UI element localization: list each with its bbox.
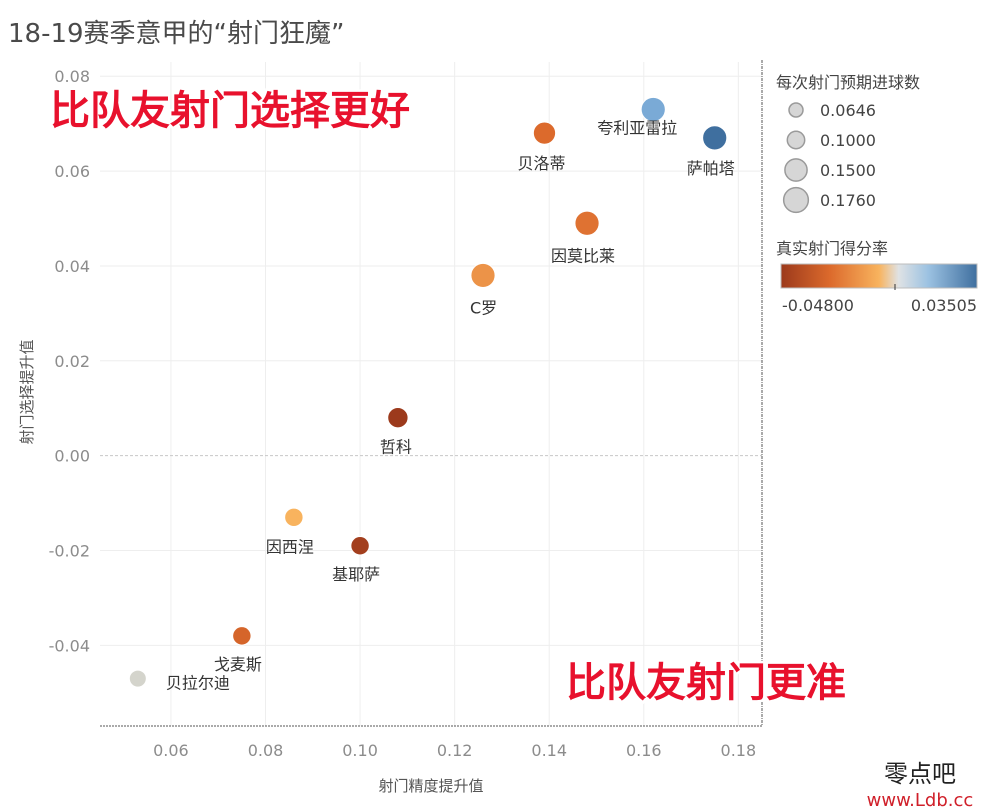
- size-legend-label: 0.1000: [820, 131, 876, 150]
- y-tick-label: 0.08: [54, 67, 90, 86]
- point-label: 夸利亚雷拉: [597, 118, 677, 137]
- color-legend: 真实射门得分率 -0.04800 0.03505: [776, 239, 978, 315]
- point-label: 贝洛蒂: [517, 154, 565, 173]
- data-point: [284, 507, 304, 528]
- color-legend-bar: [780, 263, 978, 289]
- size-legend-label: 0.1500: [820, 161, 876, 180]
- y-tick-label: -0.02: [49, 542, 90, 561]
- data-point: [128, 669, 147, 688]
- point-label: 戈麦斯: [214, 655, 262, 674]
- tick-labels: 0.06 0.08 0.10 0.12 0.14 0.16 0.18 0.08 0.06 0.04…: [49, 67, 757, 760]
- data-point: [470, 262, 496, 289]
- color-legend-max-label: 0.03505: [911, 296, 977, 315]
- size-legend-circle: [786, 130, 806, 150]
- y-tick-label: 0.06: [54, 162, 90, 181]
- watermark: 零点吧 www.Ldb.cc: [867, 760, 974, 810]
- point-label: 哲科: [380, 438, 412, 457]
- point-label: 基耶萨: [332, 565, 380, 584]
- x-tick-label: 0.10: [342, 741, 378, 760]
- y-tick-label: 0.04: [54, 257, 90, 276]
- point-label: 因西涅: [266, 537, 314, 556]
- size-legend-circle: [788, 102, 804, 118]
- x-tick-label: 0.08: [248, 741, 284, 760]
- annotation-top-left: 比队友射门选择更好: [50, 88, 410, 134]
- data-point: [702, 125, 728, 151]
- color-legend-min-label: -0.04800: [782, 296, 854, 315]
- data-point: [387, 407, 409, 429]
- watermark-url: www.Ldb.cc: [867, 790, 974, 810]
- color-legend-title: 真实射门得分率: [776, 239, 888, 258]
- x-tick-label: 0.18: [721, 741, 757, 760]
- point-label: C罗: [470, 298, 497, 317]
- size-legend-circle: [784, 158, 808, 182]
- y-axis-title: 射门选择提升值: [18, 339, 36, 444]
- size-legend-circle: [782, 186, 810, 214]
- data-points: [128, 96, 728, 688]
- y-tick-label: 0.02: [54, 352, 90, 371]
- data-point: [532, 121, 557, 145]
- y-tick-label: -0.04: [49, 636, 90, 655]
- size-legend-label: 0.0646: [820, 101, 876, 120]
- point-label: 因莫比莱: [551, 246, 615, 265]
- annotation-bottom-right: 比队友射门更准: [566, 660, 846, 706]
- watermark-name: 零点吧: [884, 760, 956, 788]
- chart-title: 18-19赛季意甲的“射门狂魔”: [8, 19, 345, 49]
- x-axis-title: 射门精度提升值: [378, 777, 483, 795]
- x-tick-label: 0.16: [626, 741, 662, 760]
- data-point: [574, 210, 600, 236]
- point-label: 贝拉尔迪: [166, 674, 230, 693]
- size-legend-label: 0.1760: [820, 191, 876, 210]
- data-point: [350, 536, 370, 556]
- y-tick-label: 0.00: [54, 447, 90, 466]
- size-legend-title: 每次射门预期进球数: [776, 73, 920, 92]
- grid: [100, 62, 762, 726]
- data-point: [232, 626, 252, 646]
- x-tick-label: 0.12: [437, 741, 473, 760]
- x-tick-label: 0.06: [153, 741, 189, 760]
- data-point: [640, 96, 666, 123]
- point-label: 萨帕塔: [687, 159, 735, 178]
- size-legend: 每次射门预期进球数 0.0646 0.1000 0.1500 0.1760: [776, 73, 920, 214]
- x-tick-label: 0.14: [531, 741, 567, 760]
- axes: [100, 60, 763, 727]
